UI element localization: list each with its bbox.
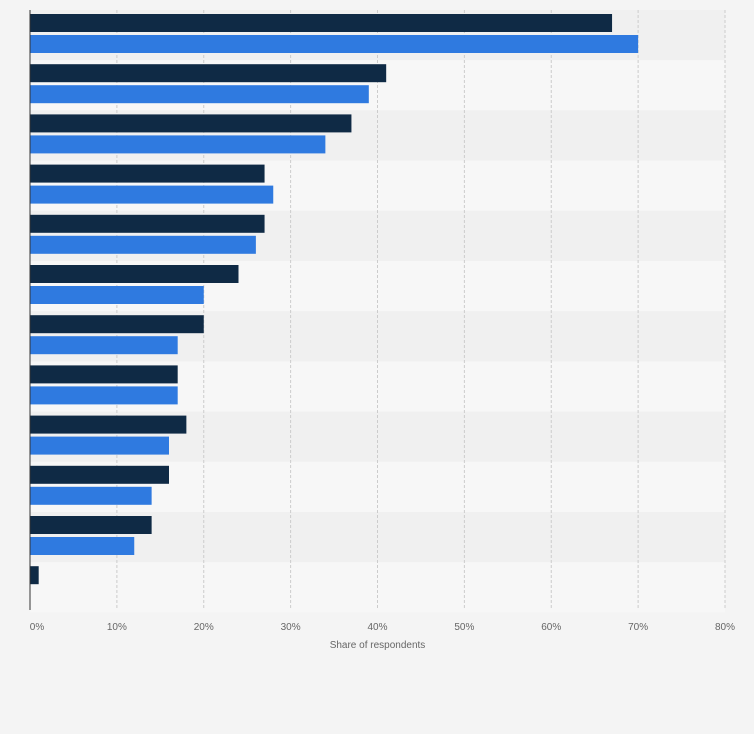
x-tick-label: 0%	[30, 622, 45, 633]
bar	[30, 114, 352, 133]
bar	[30, 35, 639, 53]
x-tick-label: 20%	[194, 622, 214, 633]
bar	[30, 164, 265, 183]
x-tick-label: 80%	[715, 622, 735, 633]
x-tick-label: 30%	[281, 622, 301, 633]
x-tick-label: 50%	[454, 622, 474, 633]
bar	[30, 214, 265, 233]
bar	[30, 315, 204, 334]
bar	[30, 336, 178, 355]
bar	[30, 185, 274, 204]
bar	[30, 286, 204, 304]
bar	[30, 465, 169, 484]
bar	[30, 486, 152, 505]
bars	[30, 14, 639, 585]
x-tick-label: 40%	[367, 622, 387, 633]
bar	[30, 85, 369, 104]
bar	[30, 365, 178, 384]
x-tick-label: 60%	[541, 622, 561, 633]
bar	[30, 436, 169, 455]
gridlines	[116, 10, 726, 610]
bar	[30, 135, 326, 154]
bar	[30, 516, 152, 534]
bar	[30, 265, 239, 283]
x-axis-ticks: 0% 10% 20% 30% 40% 50% 60% 70% 80%	[30, 622, 735, 633]
bar	[30, 64, 387, 83]
bar	[30, 14, 613, 32]
x-tick-label: 10%	[107, 622, 127, 633]
x-axis-title: Share of respondents	[330, 640, 426, 651]
bar	[30, 386, 178, 405]
bar	[30, 537, 135, 555]
x-tick-label: 70%	[628, 622, 648, 633]
bar	[30, 566, 39, 585]
bar	[30, 415, 187, 434]
bar	[30, 235, 256, 254]
